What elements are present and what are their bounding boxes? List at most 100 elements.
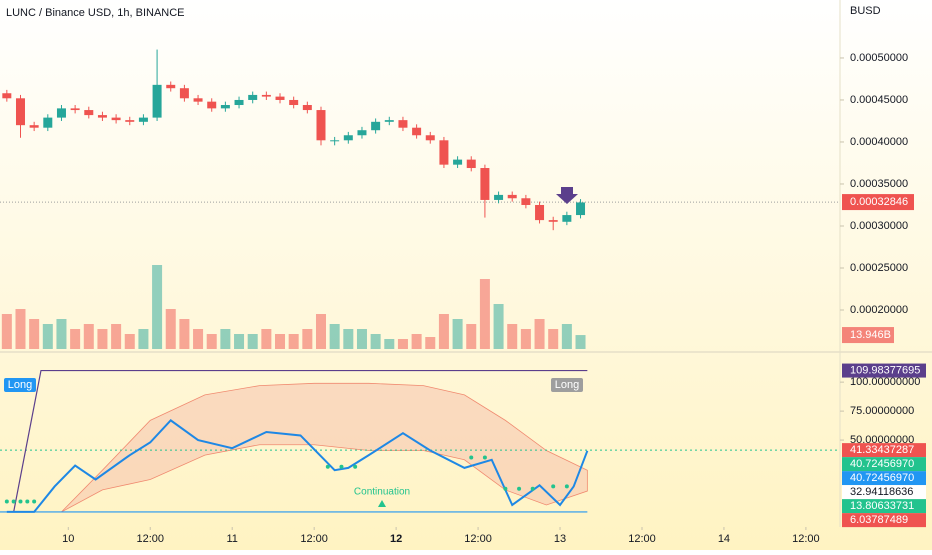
volume-bar [507,324,518,349]
candle-body [425,135,435,141]
continuation-marker [378,500,386,507]
volume-bar [411,334,422,349]
candle-body [398,120,408,128]
last-price-label: 0.00032846 [850,196,908,208]
signal-dot [469,455,474,460]
volume-bar [384,339,395,349]
indicator-line [6,419,589,513]
candle-body [439,140,449,165]
signal-dot [4,499,9,504]
x-tick-label: 12:00 [300,533,328,545]
candle-body [507,194,517,199]
scale-label-box [842,485,926,500]
candle-body [494,194,504,200]
scale-label-box [842,363,926,378]
scale-label: 41.33437287 [850,444,914,456]
volume-bar [165,309,176,349]
scale-label: 40.72456970 [850,472,914,484]
volume-bar [438,314,449,349]
chart-title: LUNC / Binance USD, 1h, BINANCE [6,7,185,19]
y-tick-label: 0.00020000 [850,304,908,316]
candle-body [412,127,422,136]
candle-body [179,88,189,99]
volume-bar [193,329,204,349]
y-tick-label: 100.00000000 [850,376,920,388]
candle-body [43,117,53,128]
candle-body [371,121,381,131]
signal-dot [11,499,16,504]
volume-bar [56,319,67,349]
candle-body [453,159,463,165]
signal-dot [353,464,358,469]
volume-bar [247,334,258,349]
y-tick-label: 0.00030000 [850,220,908,232]
candle-body [384,120,394,122]
indicator-line [13,369,588,513]
volume-bar [111,324,122,349]
signal-dot [482,455,487,460]
x-tick-label: 12:00 [136,533,164,545]
annotation: Long [8,379,32,391]
volume-bar [343,329,354,349]
signal-dot [25,499,30,504]
annotation: Long [555,379,579,391]
volume-bar [302,329,313,349]
volume-bar [97,329,108,349]
candle-body [29,125,39,128]
x-tick-label: 11 [226,533,237,545]
candle-body [166,84,176,89]
candle-body [207,101,217,109]
volume-bar [329,324,340,349]
candle-body [576,202,586,216]
volume-bar [15,309,26,349]
marks: 10 12:00 11 12:00 12 12:00 13 12:00 14 12:00 0.000… [0,49,926,545]
candle-body [330,140,340,142]
candle-body [70,108,80,111]
candle-body [84,110,94,116]
volume-bar [452,319,463,349]
y-tick-label: 0.00025000 [850,262,908,274]
volume-bar [479,279,490,349]
signal-dot [551,484,556,489]
annotation: Continuation [354,487,410,498]
candle-body [343,135,353,141]
scale-label: 13.80633731 [850,500,914,512]
candle-body [138,117,148,122]
candle-body [248,94,258,100]
y-tick-label: 0.00045000 [850,94,908,106]
signal-dot [325,464,330,469]
signal-dot [564,484,569,489]
candle-body [357,130,367,136]
candle-body [289,99,299,106]
y-tick-label: 50.00000000 [850,434,914,446]
currency-label: BUSD [850,5,881,17]
x-tick-label: 12:00 [628,533,656,545]
scale-label: 6.03787489 [850,514,908,526]
volume-label: 13.946B [850,329,891,341]
x-tick-label: 10 [62,533,74,545]
scale-label-box [842,443,926,458]
volume-bar [370,334,381,349]
volume-bar [220,329,231,349]
volume-bar [179,319,190,349]
scale-label-box [842,457,926,472]
signal-dot [503,486,508,491]
x-tick-label: 12:00 [464,533,492,545]
signal-arrow [556,187,578,204]
volume-bar [83,324,94,349]
signal-dot [18,499,23,504]
y-tick-label: 75.00000000 [850,405,914,417]
candle-body [316,110,326,141]
annotation-box [551,378,583,392]
volume-bar [561,324,572,349]
candle-body [521,198,531,205]
volume-bar [138,329,149,349]
scale-label-box [842,499,926,514]
volume-bar [42,324,53,349]
y-tick-label: 0.00040000 [850,136,908,148]
volume-bar [425,337,436,349]
volume-bar [288,334,299,349]
candle-body [152,84,162,118]
candle-body [97,115,107,118]
